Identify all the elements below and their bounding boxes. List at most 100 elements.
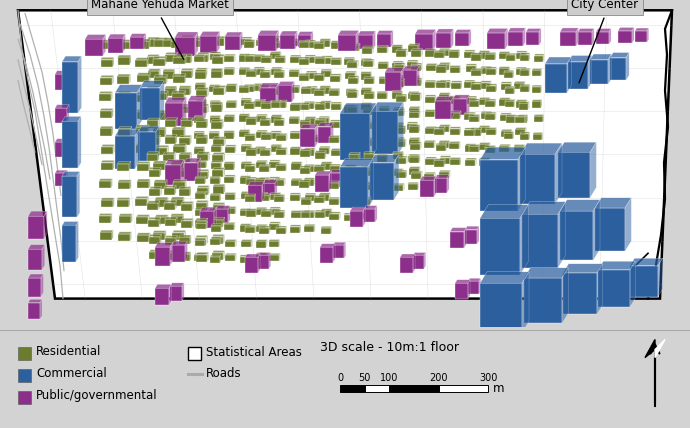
Polygon shape [322, 163, 331, 169]
Polygon shape [275, 180, 284, 186]
Polygon shape [148, 201, 160, 203]
Polygon shape [259, 42, 269, 48]
Polygon shape [396, 94, 407, 96]
Polygon shape [419, 76, 420, 83]
Polygon shape [170, 216, 183, 223]
Polygon shape [268, 240, 279, 241]
Polygon shape [440, 126, 449, 133]
Polygon shape [184, 91, 186, 100]
Polygon shape [319, 135, 328, 142]
Polygon shape [385, 68, 404, 72]
Polygon shape [256, 254, 266, 260]
Polygon shape [413, 254, 415, 273]
Polygon shape [393, 152, 404, 153]
Polygon shape [315, 58, 324, 64]
Polygon shape [239, 130, 250, 131]
Polygon shape [534, 56, 543, 62]
Polygon shape [157, 104, 159, 113]
Polygon shape [331, 69, 332, 77]
Polygon shape [270, 86, 280, 93]
Polygon shape [481, 111, 492, 113]
Polygon shape [300, 166, 311, 168]
Polygon shape [213, 54, 225, 56]
Polygon shape [355, 89, 357, 96]
Polygon shape [148, 135, 161, 137]
Polygon shape [226, 255, 235, 261]
Polygon shape [197, 186, 209, 188]
Polygon shape [421, 63, 422, 71]
Polygon shape [417, 122, 418, 130]
Polygon shape [434, 52, 444, 58]
Polygon shape [148, 110, 149, 119]
Polygon shape [450, 128, 460, 135]
Polygon shape [172, 74, 186, 76]
Polygon shape [259, 226, 270, 228]
Polygon shape [173, 55, 187, 57]
Polygon shape [321, 211, 331, 217]
Polygon shape [360, 71, 371, 73]
Polygon shape [344, 198, 354, 204]
Polygon shape [219, 52, 221, 59]
Polygon shape [260, 120, 270, 126]
Polygon shape [195, 83, 206, 84]
Polygon shape [259, 195, 269, 202]
Polygon shape [379, 77, 390, 78]
Polygon shape [515, 53, 516, 61]
Polygon shape [190, 135, 192, 145]
Polygon shape [196, 255, 207, 262]
Polygon shape [203, 96, 206, 122]
Polygon shape [266, 253, 267, 260]
Polygon shape [545, 64, 567, 93]
Polygon shape [284, 70, 285, 78]
Polygon shape [99, 92, 112, 94]
Polygon shape [358, 35, 373, 49]
Polygon shape [314, 148, 315, 155]
Polygon shape [346, 165, 357, 166]
Polygon shape [469, 101, 479, 107]
Polygon shape [450, 228, 466, 232]
Polygon shape [117, 91, 131, 94]
Polygon shape [371, 58, 372, 66]
Polygon shape [361, 60, 371, 66]
Polygon shape [315, 212, 325, 218]
Polygon shape [515, 128, 526, 129]
Polygon shape [415, 30, 436, 34]
Polygon shape [99, 40, 112, 42]
Polygon shape [172, 230, 186, 232]
Polygon shape [164, 253, 175, 260]
Polygon shape [78, 56, 81, 113]
Polygon shape [330, 166, 339, 172]
Polygon shape [154, 77, 166, 84]
Polygon shape [277, 89, 286, 95]
Polygon shape [255, 178, 266, 179]
Polygon shape [344, 151, 355, 157]
Polygon shape [377, 30, 393, 34]
Polygon shape [179, 252, 191, 254]
Polygon shape [240, 178, 250, 184]
Polygon shape [425, 159, 435, 165]
Polygon shape [520, 143, 562, 155]
Polygon shape [346, 166, 355, 172]
Polygon shape [471, 128, 482, 129]
Polygon shape [436, 63, 437, 71]
Polygon shape [155, 288, 169, 305]
Polygon shape [175, 32, 198, 37]
Polygon shape [440, 109, 451, 110]
Polygon shape [403, 107, 404, 115]
Polygon shape [315, 152, 325, 158]
Polygon shape [179, 86, 191, 88]
Polygon shape [377, 186, 386, 192]
Polygon shape [251, 191, 252, 199]
Polygon shape [425, 111, 435, 118]
Polygon shape [377, 63, 388, 69]
Polygon shape [192, 218, 193, 228]
Polygon shape [269, 193, 270, 202]
Polygon shape [496, 84, 497, 92]
Polygon shape [345, 183, 355, 189]
Polygon shape [195, 255, 204, 261]
Polygon shape [329, 135, 340, 137]
Polygon shape [481, 128, 482, 136]
Polygon shape [304, 179, 314, 186]
Polygon shape [372, 111, 398, 155]
Polygon shape [210, 68, 221, 70]
